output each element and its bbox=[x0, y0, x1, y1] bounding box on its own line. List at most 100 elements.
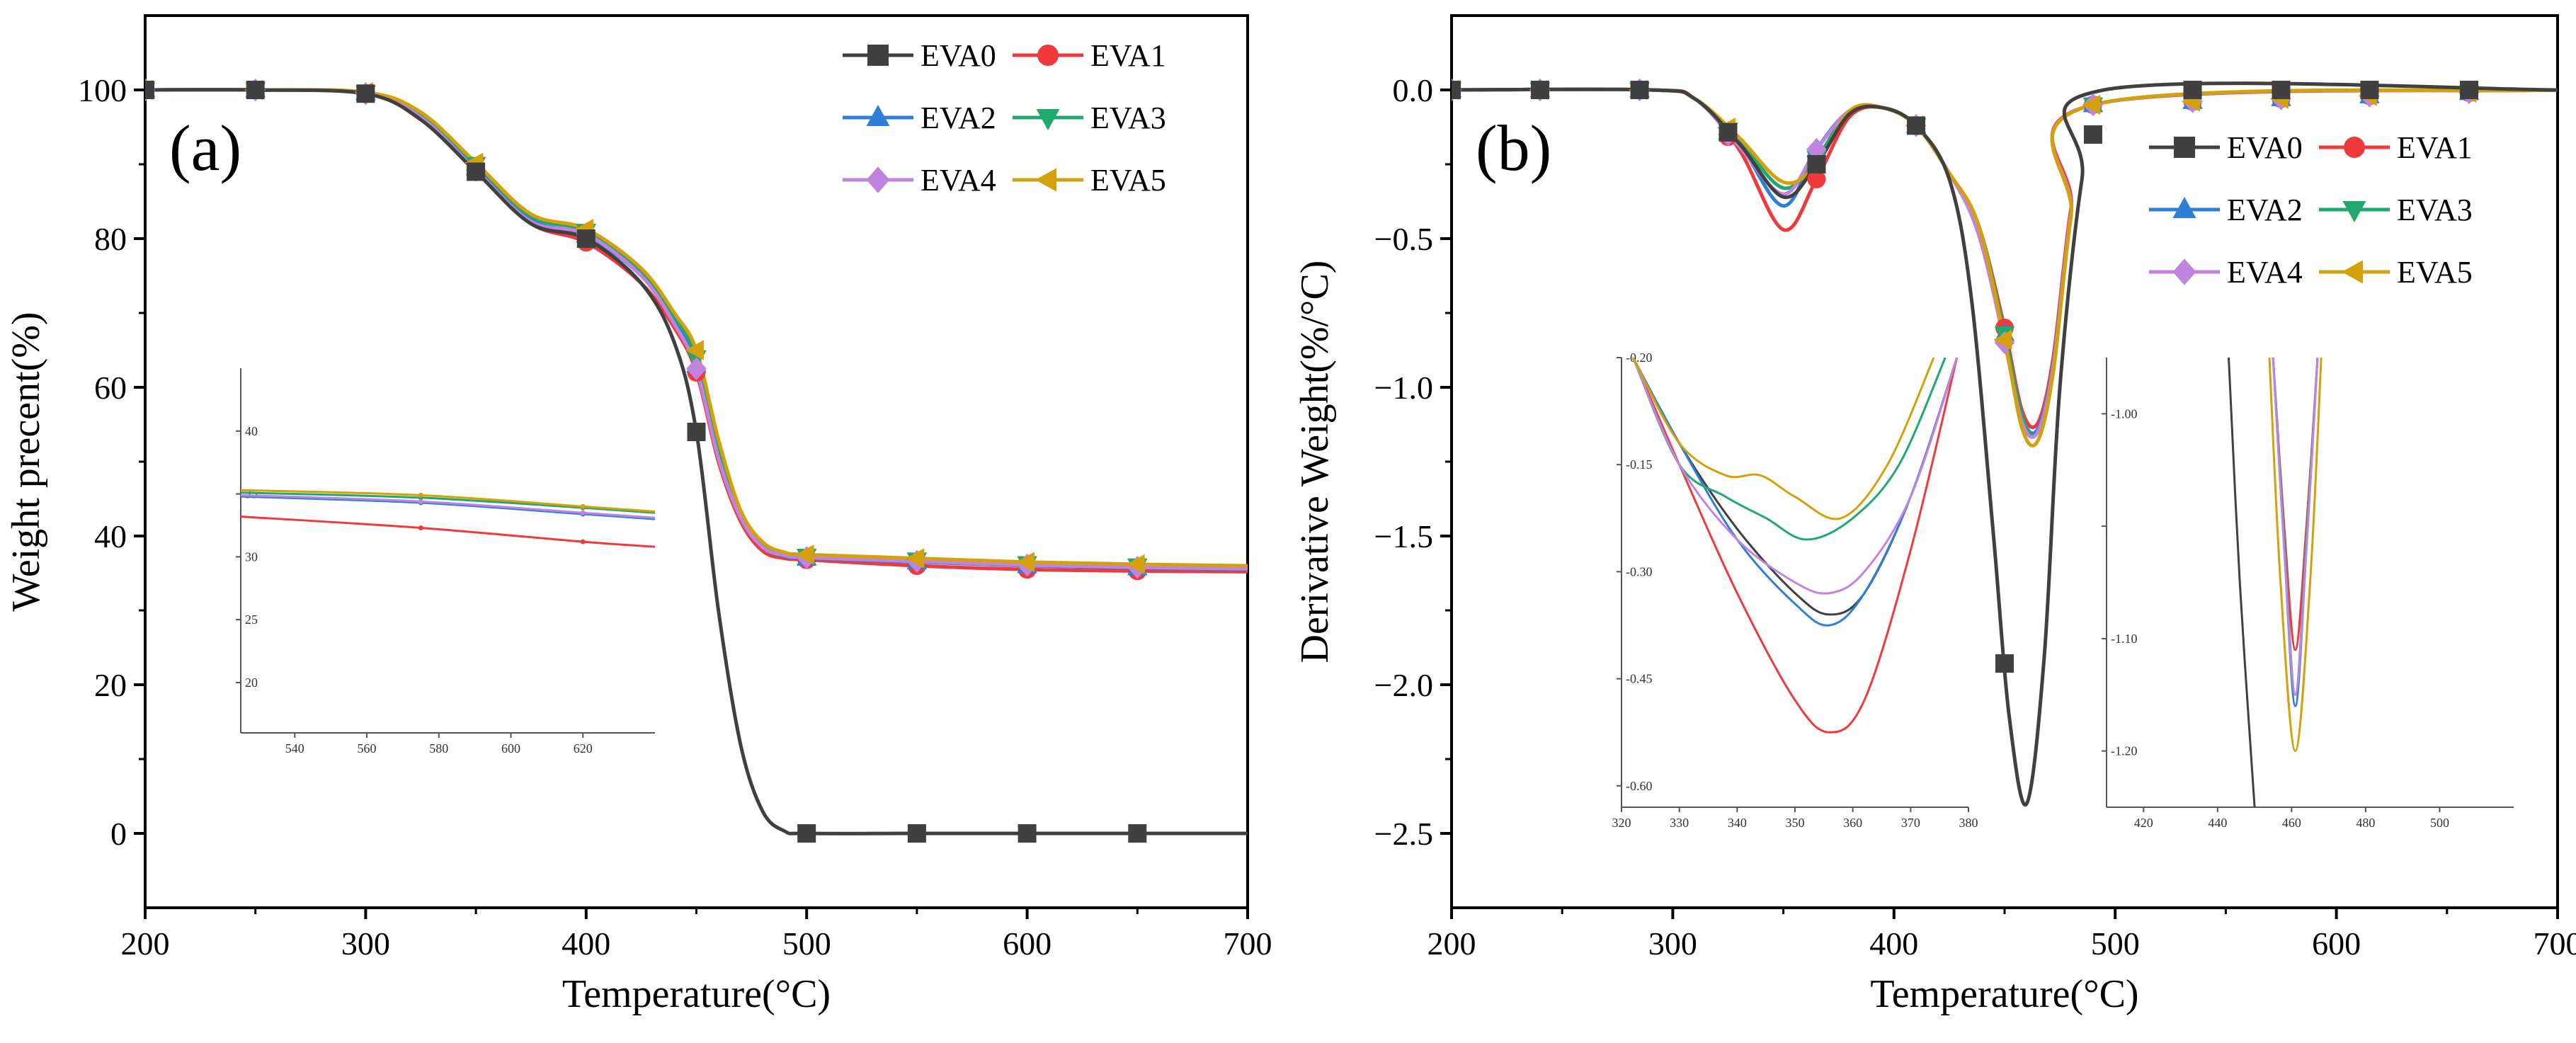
y-tick-label: 100 bbox=[78, 72, 127, 108]
chart-panel-b: 200 300 400 500 600 700 0.0 −0.5 −1.0 −1.5 −2.0 −2.… bbox=[1293, 14, 2576, 1016]
inset-series-line-eva1 bbox=[241, 515, 655, 548]
inset-x-tick-label: 340 bbox=[1728, 816, 1747, 830]
x-tick-label: 600 bbox=[1003, 925, 1052, 962]
inset-x-tick-label: 320 bbox=[1612, 816, 1631, 830]
inset-y-tick-label: -0.15 bbox=[1626, 457, 1653, 472]
inset-y-tick-label: 20 bbox=[245, 676, 258, 690]
inset-y-tick-label: 40 bbox=[245, 424, 258, 438]
inset-data-point-eva1 bbox=[580, 539, 586, 545]
legend-entry-eva2: EVA2 bbox=[921, 101, 996, 135]
y-tick-label: 40 bbox=[94, 518, 127, 554]
x-tick-label: 200 bbox=[1427, 925, 1476, 962]
legend-entry-eva4: EVA4 bbox=[921, 163, 996, 198]
inset-series-line-eva5 bbox=[1631, 358, 1935, 520]
legend-marker-eva4 bbox=[866, 166, 890, 193]
inset-series-line-eva5 bbox=[241, 489, 655, 513]
legend-marker-eva4 bbox=[2172, 258, 2196, 285]
legend-marker-eva1 bbox=[1037, 45, 1059, 66]
inset-series-line-eva0 bbox=[2228, 358, 2256, 807]
data-point-eva0 bbox=[2083, 125, 2102, 144]
legend-entry-eva1: EVA1 bbox=[1090, 38, 1166, 73]
inset-series-group bbox=[1631, 358, 1959, 734]
inset-y-tick-label: -0.30 bbox=[1626, 564, 1653, 579]
inset-x-tick-label: 360 bbox=[1843, 816, 1862, 830]
inset-data-point-eva5 bbox=[418, 492, 423, 498]
legend-entry-eva0: EVA0 bbox=[2227, 130, 2303, 165]
x-tick-label: 200 bbox=[121, 925, 170, 962]
data-point-eva0 bbox=[2272, 81, 2291, 99]
x-tick-label: 500 bbox=[2091, 925, 2140, 962]
legend-marker-eva5 bbox=[1035, 168, 1056, 192]
legend-entry-eva5: EVA5 bbox=[2397, 255, 2473, 290]
y-tick-label: 0.0 bbox=[1393, 72, 1434, 108]
inset-data-point-eva1 bbox=[418, 525, 423, 531]
data-point-eva0 bbox=[907, 824, 926, 843]
data-point-eva0 bbox=[246, 81, 265, 99]
x-tick-label: 700 bbox=[1224, 925, 1272, 962]
inset-series-group bbox=[241, 489, 655, 548]
data-point-eva0 bbox=[687, 423, 706, 441]
y-axis-title: Weight precent(%) bbox=[4, 312, 48, 611]
data-point-eva0 bbox=[1807, 155, 1826, 173]
data-point-eva0 bbox=[1530, 81, 1549, 99]
legend-entry-eva1: EVA1 bbox=[2397, 130, 2473, 165]
data-point-eva1 bbox=[1807, 170, 1826, 188]
inset-x-tick-label: 620 bbox=[574, 741, 593, 756]
y-tick-label: 20 bbox=[94, 667, 127, 703]
inset-series-line-eva5 bbox=[2268, 358, 2323, 753]
legend-entry-eva3: EVA3 bbox=[2397, 193, 2473, 227]
series-group bbox=[1452, 78, 2558, 807]
inset-b-right: 420 440 460 480 500 -1.20 -1.10 -1.00 bbox=[2102, 358, 2514, 830]
inset-x-tick-label: 460 bbox=[2282, 816, 2301, 830]
series-line-eva0 bbox=[1452, 81, 2558, 807]
x-tick-label: 300 bbox=[341, 925, 390, 962]
chart-panel-a: 200 300 400 500 600 700 0 20 40 60 80 100 Temperatur… bbox=[4, 14, 1272, 1016]
inset-x-tick-label: 600 bbox=[501, 741, 520, 756]
inset-y-tick-label: -0.60 bbox=[1626, 779, 1653, 793]
x-tick-label: 600 bbox=[2312, 925, 2361, 962]
inset-y-tick-label: 25 bbox=[245, 612, 258, 627]
data-point-eva5 bbox=[1126, 554, 1145, 575]
x-axis-title: Temperature(°C) bbox=[562, 972, 831, 1016]
panel-label: (b) bbox=[1476, 112, 1551, 184]
data-point-eva0 bbox=[1630, 81, 1649, 99]
inset-x-tick-label: 500 bbox=[2430, 816, 2449, 830]
x-tick-label: 500 bbox=[782, 925, 831, 962]
data-point-eva4 bbox=[686, 357, 707, 380]
inset-data-point-eva4 bbox=[580, 510, 586, 515]
inset-x-tick-label: 380 bbox=[1959, 816, 1978, 830]
data-point-eva0 bbox=[1995, 654, 2014, 673]
legend-marker-eva0 bbox=[867, 45, 889, 66]
inset-series-line-eva2 bbox=[241, 495, 655, 520]
legend-marker-eva0 bbox=[2174, 137, 2195, 158]
x-tick-label: 400 bbox=[1869, 925, 1918, 962]
inset-x-tick-label: 370 bbox=[1901, 816, 1920, 830]
legend-marker-eva2 bbox=[2172, 197, 2196, 218]
data-point-eva0 bbox=[1128, 824, 1147, 843]
inset-data-point-eva5 bbox=[580, 503, 586, 509]
legend-marker-eva3 bbox=[2342, 201, 2366, 222]
inset-data-point-eva4 bbox=[418, 498, 423, 504]
y-tick-label: −0.5 bbox=[1374, 221, 1433, 257]
data-point-eva0 bbox=[2360, 81, 2379, 99]
inset-series-line-eva4 bbox=[1631, 358, 1959, 595]
inset-y-tick-label: -0.45 bbox=[1626, 672, 1653, 686]
panel-label: (a) bbox=[169, 112, 241, 184]
inset-x-tick-label: 420 bbox=[2134, 816, 2153, 830]
y-tick-label: 80 bbox=[94, 221, 127, 257]
data-point-eva5 bbox=[795, 544, 814, 565]
series-line-eva0 bbox=[145, 88, 1248, 836]
series-group bbox=[145, 78, 1248, 843]
y-tick-label: −1.0 bbox=[1374, 370, 1433, 406]
legend: EVA0 EVA1 EVA2 EVA3 EVA4 EVA5 bbox=[2149, 130, 2473, 290]
legend: EVA0 EVA1 EVA2 EVA3 EVA4 EVA5 bbox=[843, 38, 1166, 198]
inset-x-tick-label: 350 bbox=[1786, 816, 1805, 830]
inset-x-tick-label: 580 bbox=[429, 741, 448, 756]
data-point-eva5 bbox=[906, 548, 925, 569]
inset-y-tick-label: -1.00 bbox=[2111, 406, 2138, 421]
x-tick-label: 400 bbox=[562, 925, 610, 962]
data-point-eva5 bbox=[685, 340, 704, 360]
inset-y-tick-label: -1.10 bbox=[2111, 632, 2138, 646]
